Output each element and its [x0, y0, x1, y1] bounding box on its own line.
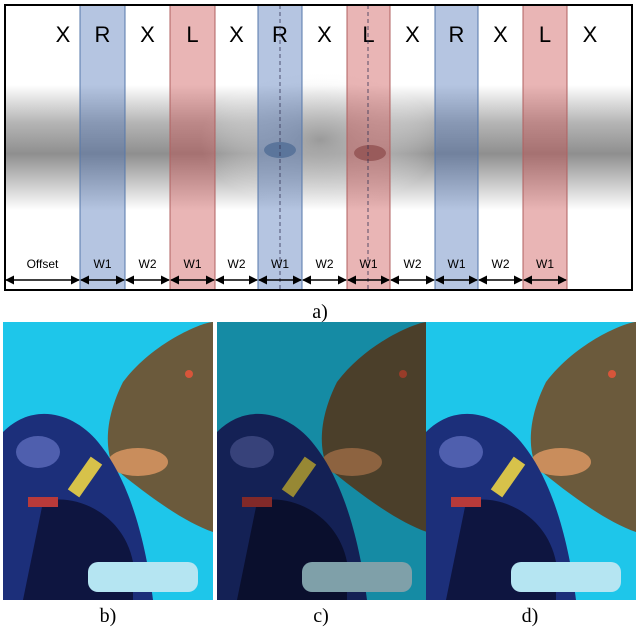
width-label: W2: [316, 257, 334, 271]
channel-column: [523, 5, 567, 290]
width-label: W1: [184, 257, 202, 271]
channel-column: [170, 5, 215, 290]
column-letter: R: [95, 22, 111, 47]
width-label: W2: [492, 257, 510, 271]
caption: a): [312, 301, 328, 323]
caption: b): [100, 605, 117, 627]
channel-column: [435, 5, 478, 290]
width-label: W1: [271, 257, 289, 271]
column-letter: R: [449, 22, 465, 47]
width-label: W1: [536, 257, 554, 271]
width-label: W2: [404, 257, 422, 271]
channel-column: [347, 5, 390, 290]
photos: [3, 322, 636, 600]
column-letter: X: [317, 22, 332, 47]
column-letter: L: [186, 22, 198, 47]
column-letter: X: [583, 22, 598, 47]
column-letter: X: [56, 22, 71, 47]
channel-column: [80, 5, 125, 290]
width-label: W1: [94, 257, 112, 271]
width-label: Offset: [27, 257, 59, 271]
column-letter: X: [493, 22, 508, 47]
face: [200, 70, 440, 210]
caption: c): [313, 605, 329, 627]
caption: d): [522, 605, 539, 627]
photo-b: [3, 322, 213, 600]
width-label: W2: [139, 257, 157, 271]
width-label: W1: [360, 257, 378, 271]
column-letter: L: [362, 22, 374, 47]
column-letter: X: [140, 22, 155, 47]
column-letter: L: [539, 22, 551, 47]
width-label: W1: [448, 257, 466, 271]
photo-d: [426, 322, 636, 600]
figure: XRXLXRXLXRXLXOffsetW1W2W1W2W1W2W1W2W1W2W…: [0, 0, 636, 629]
column-letter: X: [229, 22, 244, 47]
photo-c: [217, 322, 427, 600]
column-letter: X: [405, 22, 420, 47]
width-label: W2: [228, 257, 246, 271]
